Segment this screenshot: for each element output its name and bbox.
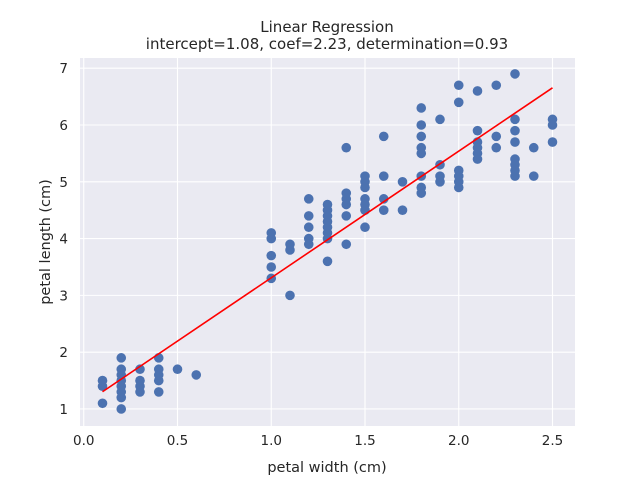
data-point bbox=[341, 211, 352, 221]
data-point bbox=[416, 182, 427, 193]
y-tick-label: 7 bbox=[59, 61, 68, 77]
data-point bbox=[341, 142, 352, 153]
data-point bbox=[491, 142, 502, 153]
data-point bbox=[135, 364, 145, 375]
data-point bbox=[416, 120, 427, 130]
data-point bbox=[510, 69, 520, 79]
x-tick-label: 2.0 bbox=[448, 433, 469, 449]
data-point bbox=[266, 262, 277, 272]
y-tick-label: 5 bbox=[59, 175, 68, 191]
data-point bbox=[435, 171, 445, 181]
data-point bbox=[360, 171, 370, 181]
data-point bbox=[285, 239, 295, 250]
data-point bbox=[378, 205, 389, 215]
data-point bbox=[453, 165, 464, 176]
chart-subtitle: intercept=1.08, coef=2.23, determination… bbox=[146, 35, 508, 53]
x-tick-label: 1.5 bbox=[354, 433, 375, 449]
data-point bbox=[510, 137, 520, 147]
x-tick-label: 0.5 bbox=[167, 433, 188, 449]
data-point bbox=[472, 86, 483, 96]
data-point bbox=[453, 80, 464, 91]
y-tick-label: 6 bbox=[59, 118, 68, 134]
data-point bbox=[416, 131, 427, 142]
data-point bbox=[453, 97, 464, 108]
data-point bbox=[435, 114, 445, 125]
data-point bbox=[266, 228, 277, 238]
data-point bbox=[528, 142, 539, 153]
data-point bbox=[528, 171, 539, 181]
data-point bbox=[547, 137, 558, 147]
y-tick-label: 2 bbox=[59, 345, 68, 361]
data-point bbox=[510, 154, 520, 164]
data-point bbox=[116, 353, 127, 363]
data-point bbox=[97, 398, 108, 409]
data-point bbox=[303, 211, 314, 221]
data-point bbox=[322, 256, 333, 267]
data-point bbox=[303, 222, 314, 233]
data-point bbox=[303, 194, 314, 204]
data-point bbox=[378, 194, 389, 204]
y-axis-label: petal length (cm) bbox=[38, 179, 54, 305]
x-tick-labels: 0.0 0.5 1.0 1.5 2.0 2.5 bbox=[73, 433, 563, 449]
data-point bbox=[397, 205, 408, 215]
y-tick-label: 1 bbox=[59, 402, 68, 418]
chart-title: Linear Regression bbox=[260, 18, 393, 36]
data-point bbox=[116, 364, 127, 375]
regression-line-group bbox=[102, 87, 553, 393]
data-point bbox=[303, 233, 314, 244]
data-point bbox=[191, 370, 202, 380]
data-point bbox=[285, 290, 295, 301]
data-points bbox=[97, 69, 558, 414]
regression-line bbox=[102, 87, 553, 393]
data-point bbox=[153, 364, 164, 375]
data-point bbox=[416, 142, 427, 153]
x-tick-label: 2.5 bbox=[542, 433, 563, 449]
data-point bbox=[397, 177, 408, 187]
data-point bbox=[341, 188, 352, 198]
x-tick-label: 1.0 bbox=[261, 433, 282, 449]
data-point bbox=[97, 375, 108, 386]
y-tick-label: 3 bbox=[59, 288, 68, 304]
x-axis-label: petal width (cm) bbox=[267, 460, 386, 476]
data-point bbox=[135, 375, 145, 386]
data-point bbox=[322, 199, 333, 210]
data-point bbox=[172, 364, 183, 375]
y-tick-label: 4 bbox=[59, 232, 68, 248]
x-tick-label: 0.0 bbox=[73, 433, 94, 449]
data-point bbox=[472, 125, 483, 136]
data-point bbox=[116, 404, 127, 414]
data-point bbox=[153, 387, 164, 397]
data-point bbox=[360, 222, 370, 233]
data-point bbox=[491, 80, 502, 91]
data-point bbox=[510, 125, 520, 136]
data-point bbox=[510, 114, 520, 125]
data-point bbox=[378, 131, 389, 142]
data-point bbox=[341, 239, 352, 250]
data-point bbox=[360, 194, 370, 204]
data-point bbox=[547, 114, 558, 125]
y-tick-labels: 1 2 3 4 5 6 7 bbox=[59, 61, 68, 418]
data-point bbox=[266, 250, 277, 261]
data-point bbox=[378, 171, 389, 181]
data-point bbox=[491, 131, 502, 142]
data-point bbox=[416, 103, 427, 113]
